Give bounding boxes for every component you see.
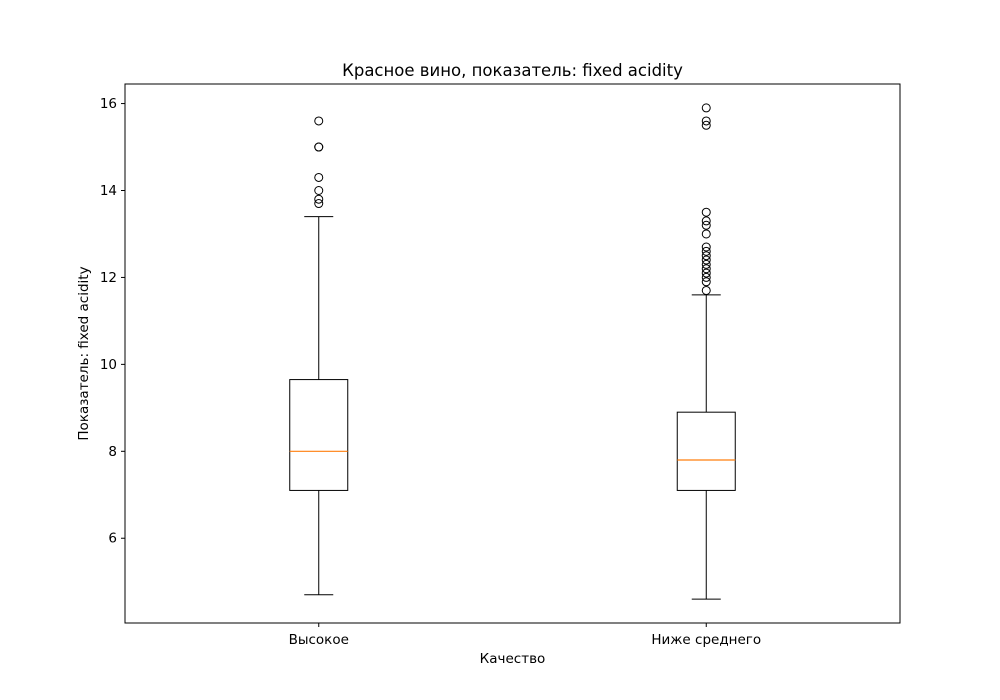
y-axis: 6 8 10 12 14 16 xyxy=(100,96,125,547)
x-axis-label: Качество xyxy=(480,651,546,667)
outlier-point xyxy=(701,103,711,113)
outlier-point xyxy=(314,116,324,126)
chart-title: Красное вино, показатель: fixed acidity xyxy=(342,61,683,80)
plot-frame xyxy=(124,83,901,624)
outlier-point xyxy=(701,242,711,252)
iqr-box xyxy=(676,411,736,491)
outlier-point xyxy=(701,116,711,126)
outlier-point xyxy=(314,185,324,195)
outlier-point xyxy=(314,199,324,209)
outlier-point xyxy=(314,194,324,204)
y-tick-label: 6 xyxy=(108,531,117,547)
x-axis: Высокое Ниже среднего xyxy=(289,623,761,648)
y-tick-label: 14 xyxy=(100,183,117,199)
outlier-point xyxy=(701,220,711,230)
box-group xyxy=(289,116,349,596)
outlier-point xyxy=(314,172,324,182)
outlier-point xyxy=(701,268,711,278)
y-tick-label: 8 xyxy=(108,444,117,460)
y-tick-label: 12 xyxy=(100,270,117,286)
outlier-point xyxy=(701,285,711,295)
outlier-point xyxy=(701,272,711,282)
y-axis-label: Показатель: fixed acidity xyxy=(76,266,92,440)
outlier-point xyxy=(314,142,324,152)
outlier-point xyxy=(701,216,711,226)
outlier-point xyxy=(701,229,711,239)
iqr-box xyxy=(289,379,349,491)
outlier-point xyxy=(701,255,711,265)
outlier-point xyxy=(701,277,711,287)
outlier-point xyxy=(701,264,711,274)
outlier-point xyxy=(701,259,711,269)
y-tick-label: 16 xyxy=(100,96,117,112)
x-tick-label: Ниже среднего xyxy=(651,632,761,648)
box-group xyxy=(676,103,736,600)
outlier-point xyxy=(701,120,711,130)
outlier-point xyxy=(701,246,711,256)
x-tick-label: Высокое xyxy=(289,632,349,648)
outlier-point xyxy=(701,251,711,261)
outlier-point xyxy=(701,207,711,217)
plot-area xyxy=(289,103,736,600)
y-tick-label: 10 xyxy=(100,357,117,373)
